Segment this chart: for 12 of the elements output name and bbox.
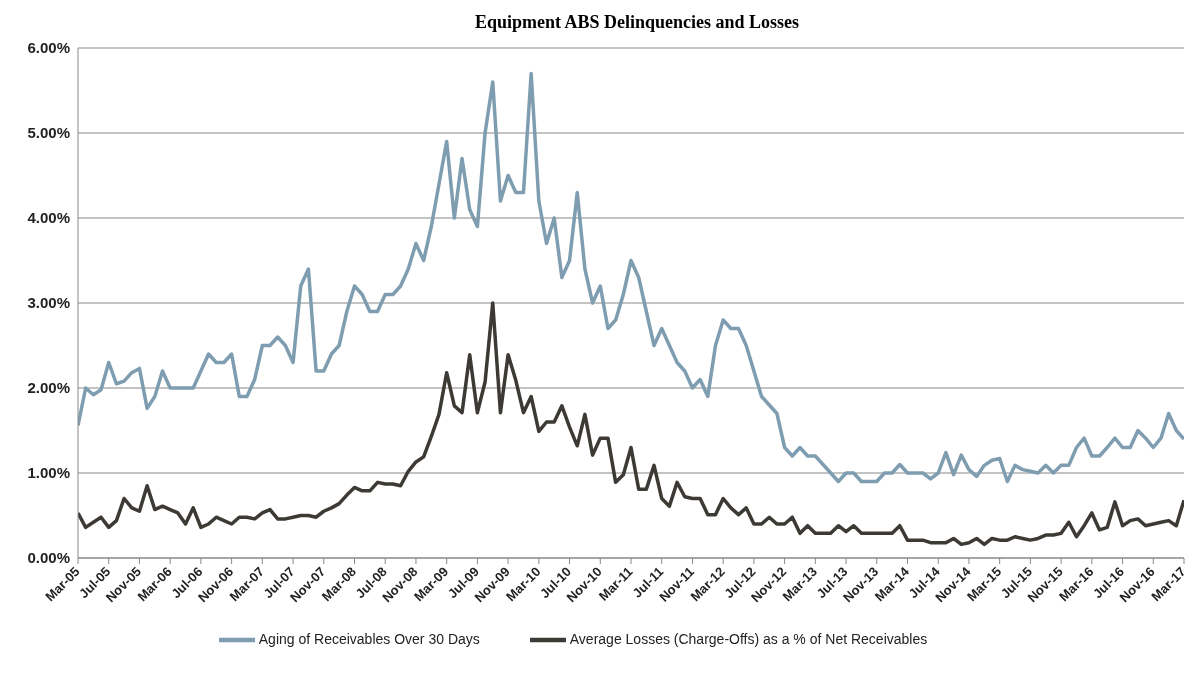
y-tick-label: 3.00% (27, 294, 70, 312)
y-tick-label: 0.00% (27, 549, 70, 567)
line-series (78, 301, 1184, 547)
legend-label: Average Losses (Charge-Offs) as a % of Net Receivables (569, 630, 928, 647)
y-tick-label: 1.00% (27, 464, 70, 482)
y-tick-label: 5.00% (27, 124, 70, 142)
y-tick-label: 6.00% (27, 39, 70, 57)
y-tick-label: 2.00% (27, 379, 70, 397)
y-tick-label: 4.00% (27, 209, 70, 227)
chart-title: Equipment ABS Delinquencies and Losses (473, 11, 801, 34)
legend-label: Aging of Receivables Over 30 Days (258, 630, 480, 647)
line-series (78, 71, 1184, 484)
